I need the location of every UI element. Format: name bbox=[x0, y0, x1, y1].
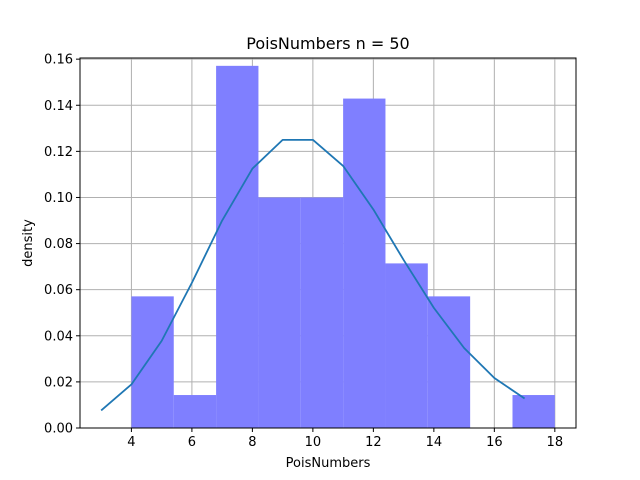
x-tick-label: 12 bbox=[365, 435, 382, 450]
x-tick-label: 6 bbox=[188, 435, 196, 450]
y-tick-label: 0.16 bbox=[44, 53, 73, 68]
y-axis-label: density bbox=[21, 219, 36, 267]
histogram-bar bbox=[216, 65, 259, 428]
plot-frame bbox=[79, 57, 577, 429]
x-tick-label: 8 bbox=[248, 435, 256, 450]
y-tick-label: 0.06 bbox=[44, 283, 73, 298]
x-tick-label: 4 bbox=[127, 435, 135, 450]
histogram-bars bbox=[131, 65, 555, 428]
histogram-bar bbox=[131, 296, 174, 428]
histogram-bar bbox=[258, 197, 301, 428]
x-tick-label: 18 bbox=[547, 435, 564, 450]
y-tick-label: 0.00 bbox=[44, 422, 73, 437]
y-tick-label: 0.10 bbox=[44, 191, 73, 206]
histogram-bar bbox=[385, 263, 428, 428]
y-axis: 0.00 0.02 0.04 0.06 0.08 0.10 0.12 0.14 0.16 bbox=[44, 53, 80, 437]
x-tick-label: 10 bbox=[305, 435, 322, 450]
histogram-bar bbox=[300, 197, 344, 428]
histogram-bar bbox=[427, 296, 471, 428]
density-curve bbox=[100, 138, 526, 412]
y-tick-label: 0.14 bbox=[44, 99, 73, 114]
x-tick-label: 16 bbox=[486, 435, 503, 450]
y-tick-label: 0.02 bbox=[44, 375, 73, 390]
density-line bbox=[100, 138, 526, 412]
chart-title: PoisNumbers n = 50 bbox=[246, 34, 409, 53]
histogram-bar bbox=[343, 98, 386, 428]
histogram-bar bbox=[173, 395, 217, 428]
x-tick-label: 14 bbox=[426, 435, 443, 450]
histogram-bar bbox=[512, 395, 555, 428]
x-axis-label: PoisNumbers bbox=[286, 456, 371, 471]
y-tick-label: 0.12 bbox=[44, 145, 73, 160]
x-axis: 4 6 8 10 12 14 16 18 bbox=[127, 428, 563, 450]
y-tick-label: 0.04 bbox=[44, 329, 73, 344]
y-tick-label: 0.08 bbox=[44, 237, 73, 252]
